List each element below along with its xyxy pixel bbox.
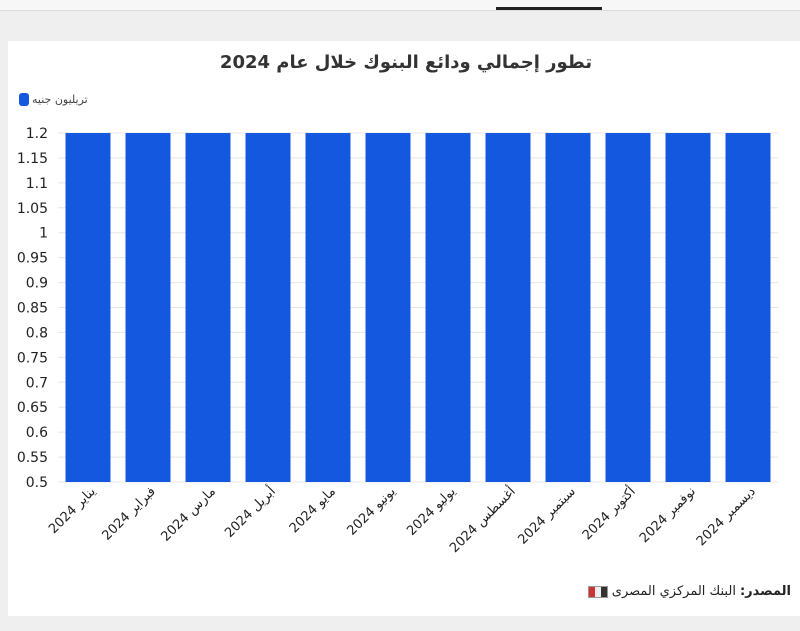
y-tick-label: 0.85 <box>17 301 48 317</box>
y-tick-label: 1.05 <box>17 201 48 217</box>
bar <box>665 133 711 482</box>
chart-title: تطور إجمالي ودائع البنوك خلال عام 2024 <box>219 52 593 73</box>
legend-label: تريليون جنيه <box>32 93 88 106</box>
x-tick-label: أبريل 2024 <box>221 483 279 541</box>
x-tick-label: مارس 2024 <box>159 484 219 544</box>
y-tick-label: 0.75 <box>17 350 48 366</box>
bar <box>485 133 531 482</box>
legend-swatch <box>19 93 29 106</box>
top-strip <box>0 0 800 11</box>
x-tick-label: يناير 2024 <box>46 484 99 537</box>
bar <box>245 133 291 482</box>
y-tick-label: 0.95 <box>17 251 48 267</box>
y-tick-label: 1 <box>39 226 48 242</box>
bar <box>545 133 591 482</box>
bar <box>605 133 651 482</box>
bar <box>65 133 111 482</box>
x-tick-label: أكتوبر 2024 <box>578 483 638 543</box>
bar <box>365 133 411 482</box>
x-tick-label: ديسمبر 2024 <box>694 484 759 549</box>
y-tick-label: 0.6 <box>26 425 48 441</box>
y-tick-label: 1.1 <box>26 176 48 192</box>
x-tick-label: فبراير 2024 <box>99 484 158 543</box>
source-text: البنك المركزي المصرى <box>611 584 736 599</box>
y-tick-label: 0.9 <box>26 276 48 292</box>
x-tick-label: يونيو 2024 <box>345 484 400 539</box>
y-tick-label: 0.5 <box>26 475 48 491</box>
bar <box>725 133 771 482</box>
bar <box>305 133 351 482</box>
y-tick-label: 0.65 <box>17 400 48 416</box>
source-label: المصدر: <box>739 584 791 599</box>
bar <box>425 133 471 482</box>
source-note: المصدر: البنك المركزي المصرى <box>587 584 791 599</box>
y-tick-label: 1.15 <box>17 151 48 167</box>
y-tick-label: 1.2 <box>26 126 48 142</box>
source-logo-icon <box>587 585 608 598</box>
y-tick-label: 0.55 <box>17 450 48 466</box>
legend[interactable]: تريليون جنيه <box>19 93 88 106</box>
x-tick-label: نوفمبر 2024 <box>637 484 699 546</box>
bar <box>125 133 171 482</box>
x-tick-label: مايو 2024 <box>287 484 339 536</box>
x-tick-label: يوليو 2024 <box>404 484 459 539</box>
y-tick-label: 0.8 <box>26 325 48 341</box>
y-tick-label: 0.7 <box>26 375 48 391</box>
active-tab-indicator <box>496 7 602 10</box>
x-tick-label: سبتمبر 2024 <box>515 484 578 547</box>
bar <box>185 133 231 482</box>
